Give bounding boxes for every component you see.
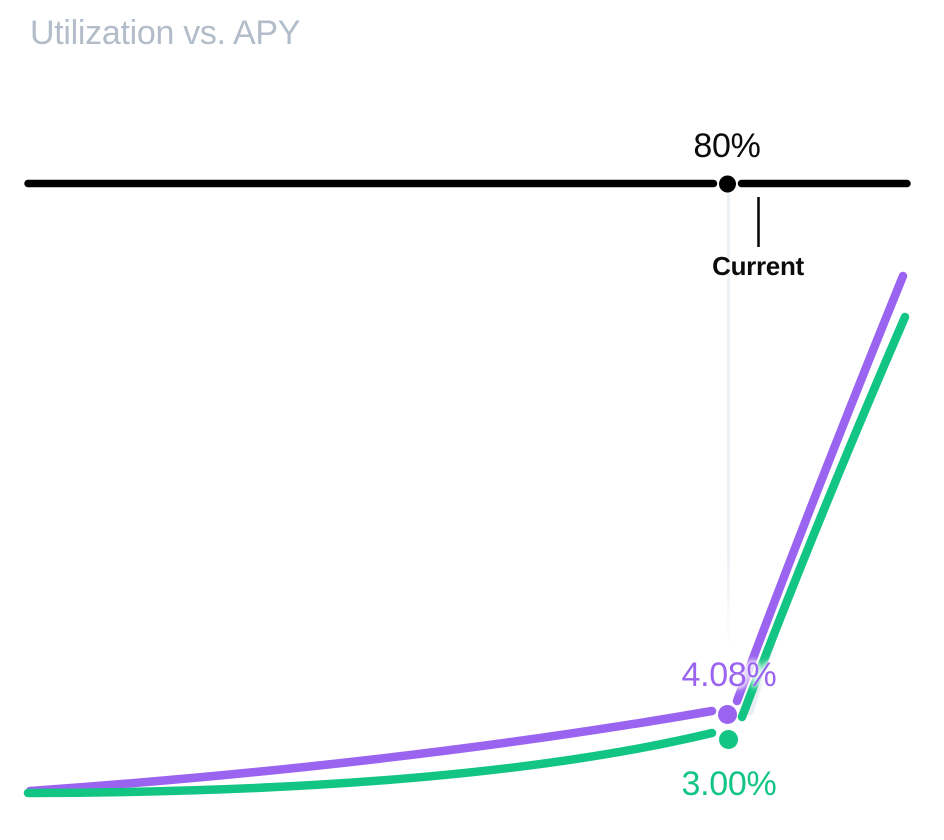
purple-curve-flat-segment — [25, 706, 717, 796]
green-curve-steep-segment — [737, 312, 910, 722]
chart-title: Utilization vs. APY — [30, 14, 301, 52]
current-label: Current — [712, 251, 804, 281]
green-apy-label: 3.00% — [681, 765, 777, 803]
purple-apy-label: 4.08% — [681, 656, 777, 694]
green-current-point — [719, 730, 738, 749]
slider-handle[interactable] — [719, 175, 736, 193]
slider-value-label: 80% — [693, 127, 761, 165]
purple-curve-steep-segment — [732, 271, 908, 706]
green-curve-flat-segment — [23, 728, 717, 798]
purple-current-point — [718, 705, 737, 724]
